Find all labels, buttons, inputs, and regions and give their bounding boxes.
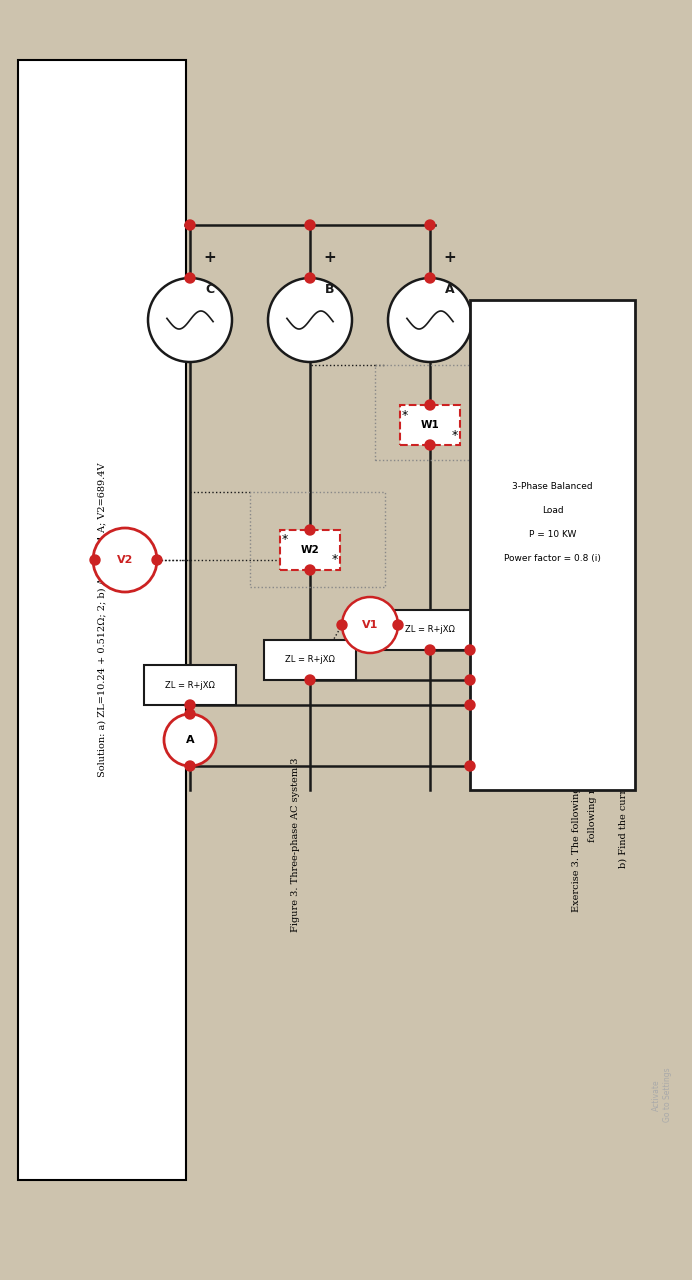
Text: Figure 3. Three-phase AC system 3: Figure 3. Three-phase AC system 3: [291, 758, 300, 932]
Circle shape: [305, 220, 315, 230]
Text: +: +: [444, 251, 457, 265]
Circle shape: [305, 675, 315, 685]
Text: Power factor = 0.8 (i): Power factor = 0.8 (i): [504, 554, 601, 563]
Text: W2: W2: [300, 545, 320, 556]
Circle shape: [425, 220, 435, 230]
Circle shape: [425, 399, 435, 410]
Circle shape: [425, 273, 435, 283]
Text: B: B: [325, 283, 335, 296]
Circle shape: [90, 556, 100, 564]
Bar: [264, 640, 356, 680]
Circle shape: [185, 700, 195, 710]
Text: *: *: [332, 553, 338, 567]
Circle shape: [152, 556, 162, 564]
Bar: [250, 492, 385, 588]
Bar: [384, 611, 476, 650]
Text: Exercise 3. The following circuit shows a balanced three-phase AC system. (A, B,: Exercise 3. The following circuit shows …: [572, 369, 628, 911]
Text: C: C: [206, 283, 215, 296]
Text: 3-Phase Balanced: 3-Phase Balanced: [512, 481, 593, 490]
Circle shape: [305, 273, 315, 283]
Circle shape: [148, 278, 232, 362]
Circle shape: [425, 645, 435, 655]
Text: ZL = R+jXΩ: ZL = R+jXΩ: [405, 626, 455, 635]
Text: +: +: [203, 251, 217, 265]
Bar: [18, 60, 186, 1180]
Bar: [400, 404, 460, 445]
Text: A: A: [185, 735, 194, 745]
Text: *: *: [402, 408, 408, 421]
Text: V2: V2: [117, 556, 133, 564]
Circle shape: [465, 675, 475, 685]
Text: Activate
Go to Settings: Activate Go to Settings: [653, 1068, 672, 1123]
Circle shape: [465, 762, 475, 771]
Bar: [375, 365, 505, 460]
Bar: [470, 300, 635, 790]
Text: ZL = R+jXΩ: ZL = R+jXΩ: [285, 655, 335, 664]
Circle shape: [93, 527, 157, 591]
Circle shape: [268, 278, 352, 362]
Circle shape: [425, 440, 435, 451]
Circle shape: [164, 714, 216, 765]
Text: *: *: [282, 534, 288, 547]
Text: W1: W1: [421, 420, 439, 430]
Circle shape: [185, 709, 195, 719]
Circle shape: [337, 620, 347, 630]
Circle shape: [305, 564, 315, 575]
Circle shape: [465, 700, 475, 710]
Text: A: A: [445, 283, 455, 296]
Circle shape: [305, 525, 315, 535]
Text: +: +: [324, 251, 336, 265]
Text: Load: Load: [542, 506, 563, 515]
Circle shape: [185, 273, 195, 283]
Bar: [144, 666, 236, 705]
Circle shape: [185, 762, 195, 771]
Circle shape: [393, 620, 403, 630]
Text: ZL = R+jXΩ: ZL = R+jXΩ: [165, 681, 215, 690]
Text: *: *: [452, 429, 458, 442]
Circle shape: [465, 645, 475, 655]
Circle shape: [342, 596, 398, 653]
Bar: [280, 530, 340, 570]
Text: V1: V1: [362, 620, 379, 630]
Circle shape: [388, 278, 472, 362]
Circle shape: [185, 220, 195, 230]
Text: Solution: a) ZL=10.24 + 0.512Ω; 2; b) A = 18.04 A; V2=689.4V: Solution: a) ZL=10.24 + 0.512Ω; 2; b) A …: [98, 463, 107, 777]
Text: P = 10 KW: P = 10 KW: [529, 530, 576, 539]
